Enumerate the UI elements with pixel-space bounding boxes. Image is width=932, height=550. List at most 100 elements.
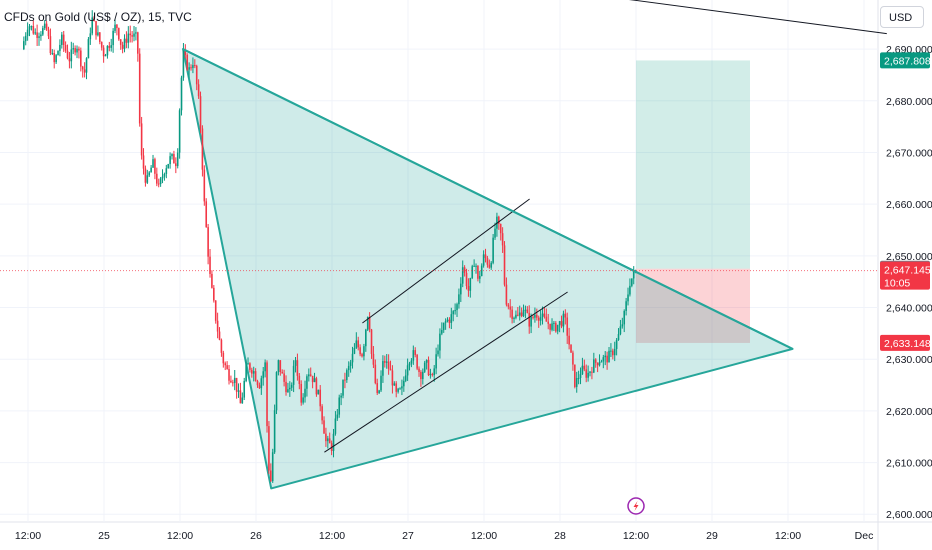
candle-body — [74, 48, 76, 53]
candle-body — [76, 48, 78, 53]
candle-body — [442, 322, 445, 331]
candle-body — [34, 32, 37, 34]
price-tick-label: 2,630.000 — [886, 354, 932, 366]
candle-body — [146, 175, 149, 183]
candle-body — [159, 178, 162, 185]
candle-body — [235, 377, 238, 392]
candle-body — [47, 29, 50, 37]
candle-body — [224, 363, 227, 366]
candle-body — [165, 168, 168, 174]
candle-body — [536, 314, 538, 318]
candle-body — [23, 41, 25, 50]
candle-body — [28, 26, 31, 30]
candle-body — [213, 287, 215, 301]
candle-body — [171, 154, 173, 157]
candle-body — [551, 323, 553, 330]
candle-body — [587, 372, 589, 378]
candle-body — [306, 376, 308, 389]
candle-body — [376, 383, 379, 393]
candle-body — [574, 364, 576, 387]
candle-body — [163, 173, 166, 177]
price-label-countdown: 10:05 — [884, 278, 910, 290]
candle-body — [517, 314, 519, 316]
candle-body — [140, 123, 143, 156]
candle-body — [486, 257, 489, 265]
candle-body — [97, 32, 99, 36]
candle-body — [72, 48, 75, 50]
candle-body — [292, 365, 295, 385]
candle-body — [268, 426, 270, 471]
candle-body — [321, 406, 323, 421]
candle-body — [555, 322, 557, 332]
candle-body — [245, 364, 247, 381]
currency-button[interactable]: USD — [880, 6, 924, 28]
candle-body — [262, 371, 265, 379]
candle-body — [78, 48, 80, 51]
candle-body — [608, 350, 610, 363]
candle-body — [473, 265, 475, 267]
candle-body — [537, 317, 540, 321]
symbol-title[interactable]: CFDs on Gold (US$ / OZ), 15, TVC — [4, 10, 192, 24]
candle-body — [287, 389, 289, 393]
candle-body — [556, 324, 559, 332]
candle-body — [509, 306, 512, 310]
candle-body — [340, 395, 342, 398]
candle-body — [214, 300, 217, 321]
candle-body — [570, 344, 572, 353]
candle-body — [397, 388, 399, 392]
candle-body — [249, 363, 251, 370]
candle-body — [488, 264, 491, 268]
candle-body — [104, 55, 107, 57]
candle-body — [452, 311, 455, 315]
candle-body — [119, 39, 122, 45]
candle-body — [38, 36, 40, 38]
candle-body — [264, 362, 266, 372]
candle-body — [192, 65, 194, 69]
candle-body — [602, 357, 605, 362]
candle-body — [89, 33, 92, 40]
candle-body — [403, 380, 405, 387]
candle-body — [334, 418, 337, 434]
price-axis: 2,600.000 2,610.000 2,620.000 2,630.000 2,64… — [886, 44, 932, 521]
time-tick-label: 25 — [98, 530, 110, 542]
candle-body — [568, 335, 570, 345]
candle-body — [353, 348, 356, 354]
candle-body — [211, 273, 213, 288]
candle-body — [606, 355, 608, 363]
candle-body — [327, 438, 329, 442]
candle-body — [631, 278, 633, 286]
time-tick-label: 12:00 — [623, 530, 649, 542]
candle-body — [85, 58, 88, 73]
candle-body — [252, 371, 255, 374]
candle-body — [437, 350, 439, 355]
candle-body — [51, 53, 54, 55]
long-position-target-zone — [636, 60, 750, 269]
candle-body — [446, 319, 449, 322]
candle-body — [70, 49, 73, 62]
candle-body — [363, 346, 365, 357]
candle-body — [93, 17, 95, 22]
candle-body — [317, 389, 320, 395]
candle-body — [127, 33, 130, 43]
candle-body — [311, 375, 314, 383]
candle-body — [425, 359, 428, 363]
price-tick-label: 2,670.000 — [886, 147, 932, 159]
candle-body — [169, 156, 171, 165]
candle-body — [32, 26, 35, 34]
candle-body — [581, 365, 584, 375]
candle-body — [230, 380, 232, 383]
candle-body — [173, 154, 175, 164]
candle-body — [378, 390, 380, 393]
candle-body — [534, 314, 536, 318]
candle-body — [43, 23, 46, 29]
candle-body — [112, 30, 114, 46]
time-tick-label: 28 — [554, 530, 566, 542]
candle-body — [501, 233, 504, 246]
candle-body — [467, 286, 470, 291]
time-tick-label: 26 — [250, 530, 262, 542]
candle-body — [197, 84, 200, 97]
candle-body — [416, 354, 418, 369]
candle-body — [484, 254, 487, 258]
